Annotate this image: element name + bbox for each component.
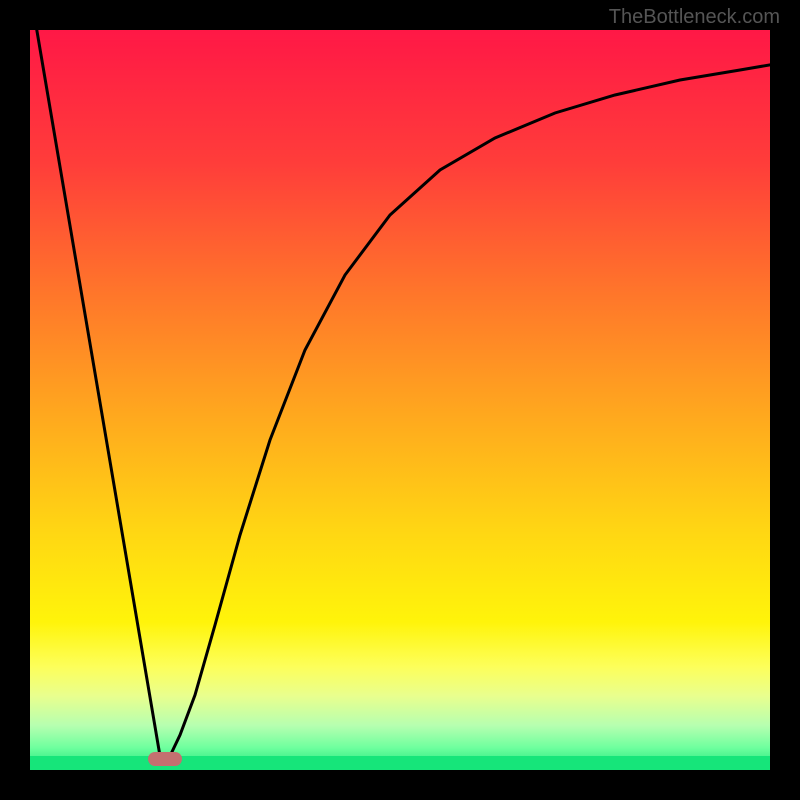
chart-svg [0, 0, 800, 800]
chart-container: TheBottleneck.com [0, 0, 800, 800]
gradient-background [30, 30, 770, 770]
minimum-marker [148, 752, 182, 766]
watermark-text: TheBottleneck.com [609, 6, 780, 29]
bottom-band [30, 756, 770, 770]
